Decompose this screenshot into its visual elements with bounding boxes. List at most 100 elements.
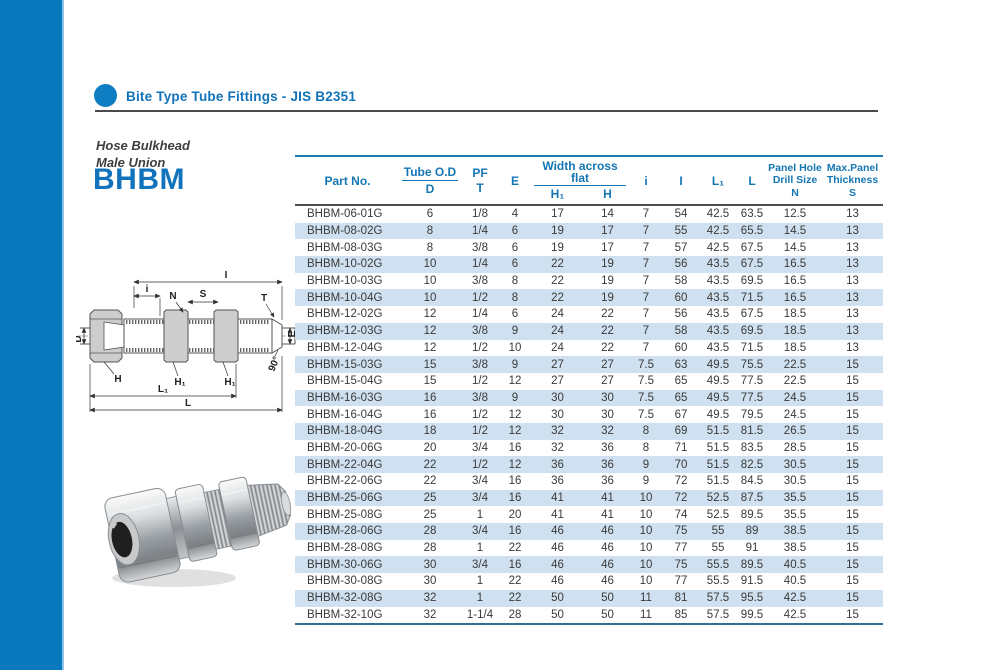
cell-I: 58 [674, 325, 688, 338]
dim-label-H1a: H₁ [174, 377, 185, 388]
cell-h1: 27 [551, 358, 564, 371]
table-row: BHBM-10-04G 10 1/2 8 22 19 7 60 43.5 71.… [295, 289, 883, 307]
cell-s: 15 [846, 542, 859, 555]
cell-i: 10 [639, 525, 653, 538]
title-divider [95, 110, 878, 112]
header-panel-hole: Panel Hole Drill Size N [768, 157, 822, 204]
header-waf-title: Width across flat [534, 160, 626, 186]
cell-i: 10 [639, 558, 653, 571]
cell-h: 27 [601, 358, 614, 371]
cell-part-no: BHBM-22-04G [307, 458, 383, 471]
cell-t: 3/8 [472, 275, 488, 288]
cell-h1: 32 [551, 441, 564, 454]
cell-s: 13 [846, 225, 859, 238]
cell-h1: 46 [551, 525, 564, 538]
dim-label-E: E [287, 330, 298, 337]
cell-I: 85 [674, 608, 688, 621]
page-title: Bite Type Tube Fittings - JIS B2351 [126, 89, 357, 104]
cell-d: 32 [423, 592, 437, 605]
cell-l: 67.5 [740, 308, 764, 321]
cell-t: 3/8 [472, 391, 488, 404]
cell-part-no: BHBM-20-06G [307, 441, 383, 454]
cell-i: 7.5 [638, 408, 654, 421]
cell-e: 9 [511, 358, 519, 371]
cell-part-no: BHBM-10-03G [307, 275, 383, 288]
header-h1: H₁ [550, 187, 565, 201]
cell-part-no: BHBM-30-06G [307, 558, 383, 571]
table-row: BHBM-30-08G 30 1 22 46 46 10 77 55.5 91.… [295, 573, 883, 590]
cell-s: 15 [846, 391, 859, 404]
spec-table: Part No. Tube O.D D PF T E Width across … [295, 155, 883, 626]
table-row: BHBM-22-04G 22 1/2 12 36 36 9 70 51.5 82… [295, 456, 883, 473]
cell-h1: 50 [551, 592, 564, 605]
cell-l: 89.5 [740, 558, 764, 571]
cell-h1: 22 [551, 275, 564, 288]
cell-n: 24.5 [783, 391, 807, 404]
cell-I: 65 [674, 391, 688, 404]
cell-l1: 43.5 [706, 275, 730, 288]
cell-t: 3/4 [472, 441, 488, 454]
cell-i: 7.5 [638, 358, 654, 371]
cell-I: 58 [674, 275, 688, 288]
cell-e: 22 [508, 592, 522, 605]
cell-t: 1 [476, 575, 484, 588]
title-bullet-icon [94, 84, 117, 107]
table-row: BHBM-10-03G 10 3/8 8 22 19 7 58 43.5 69.… [295, 273, 883, 290]
cell-i: 10 [639, 492, 653, 505]
table-row: BHBM-18-04G 18 1/2 12 32 32 8 69 51.5 81… [295, 422, 883, 440]
cell-h: 30 [601, 391, 614, 404]
cell-h1: 22 [551, 258, 564, 271]
cell-I: 65 [674, 375, 688, 388]
cell-l1: 43.5 [706, 325, 730, 338]
cell-part-no: BHBM-25-08G [307, 508, 383, 521]
table-row: BHBM-22-06G 22 3/4 16 36 36 9 72 51.5 84… [295, 473, 883, 490]
cell-d: 28 [423, 542, 437, 555]
cell-e: 6 [511, 258, 519, 271]
table-row: BHBM-06-01G 6 1/8 4 17 14 7 54 42.5 63.5… [295, 206, 883, 223]
cell-h1: 24 [551, 341, 564, 354]
cell-n: 22.5 [783, 358, 807, 371]
cell-part-no: BHBM-32-08G [307, 592, 383, 605]
cell-h: 27 [601, 375, 614, 388]
cell-e: 9 [511, 325, 519, 338]
cell-i: 11 [640, 592, 652, 605]
cell-s: 15 [846, 358, 859, 371]
cell-n: 40.5 [783, 575, 807, 588]
cell-l1: 49.5 [706, 375, 730, 388]
cell-l: 81.5 [740, 425, 764, 438]
cell-d: 18 [423, 425, 437, 438]
cell-h: 41 [601, 508, 614, 521]
cell-i: 9 [642, 458, 650, 471]
table-row: BHBM-20-06G 20 3/4 16 32 36 8 71 51.5 83… [295, 440, 883, 457]
cell-t: 1 [476, 542, 484, 555]
cell-t: 3/4 [472, 475, 488, 488]
dim-label-H: H [114, 374, 121, 385]
header-pf-sub: T [476, 181, 484, 195]
header-i: i [644, 173, 648, 188]
cell-e: 12 [508, 425, 522, 438]
cell-d: 10 [423, 291, 437, 304]
cell-h: 22 [601, 341, 614, 354]
cell-h1: 30 [551, 408, 564, 421]
cell-l: 79.5 [740, 408, 764, 421]
left-accent-band [0, 0, 64, 670]
header-pf: PF T [460, 157, 500, 204]
cell-l1: 55.5 [706, 575, 730, 588]
cell-i: 7 [642, 275, 650, 288]
cell-d: 6 [426, 208, 434, 221]
cell-part-no: BHBM-15-03G [307, 358, 383, 371]
cell-t: 3/8 [472, 358, 488, 371]
cell-i: 7 [642, 308, 650, 321]
cell-l1: 42.5 [706, 225, 730, 238]
table-row: BHBM-15-04G 15 1/2 12 27 27 7.5 65 49.5 … [295, 373, 883, 390]
dim-label-I: I [225, 270, 228, 281]
header-waf-line1: Width across [542, 159, 618, 173]
cell-i: 7 [642, 341, 650, 354]
cell-l1: 51.5 [706, 425, 730, 438]
cell-part-no: BHBM-08-03G [307, 241, 383, 254]
cell-i: 8 [642, 425, 650, 438]
header-I-cap: I [679, 173, 683, 188]
cell-e: 28 [508, 608, 522, 621]
cell-h1: 32 [551, 425, 564, 438]
cell-I: 63 [674, 358, 688, 371]
